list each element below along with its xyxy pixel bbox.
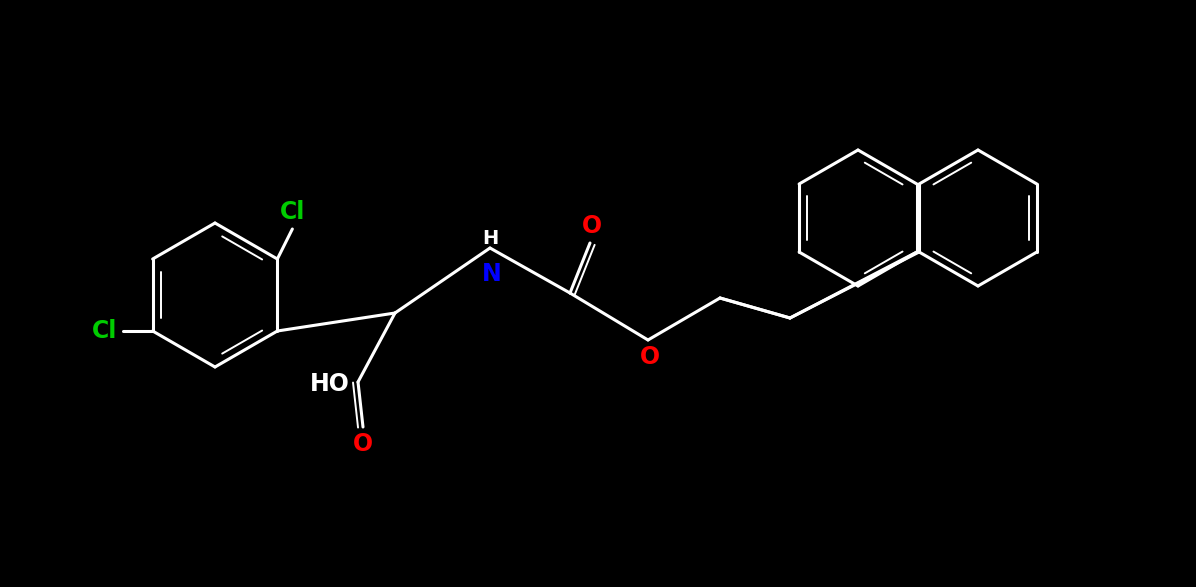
Text: N: N [482,262,502,286]
Text: O: O [582,214,602,238]
Text: O: O [640,345,660,369]
Text: Cl: Cl [92,319,117,343]
Text: H: H [482,229,498,248]
Text: HO: HO [310,372,350,396]
Text: Cl: Cl [280,200,305,224]
Text: O: O [353,432,373,456]
